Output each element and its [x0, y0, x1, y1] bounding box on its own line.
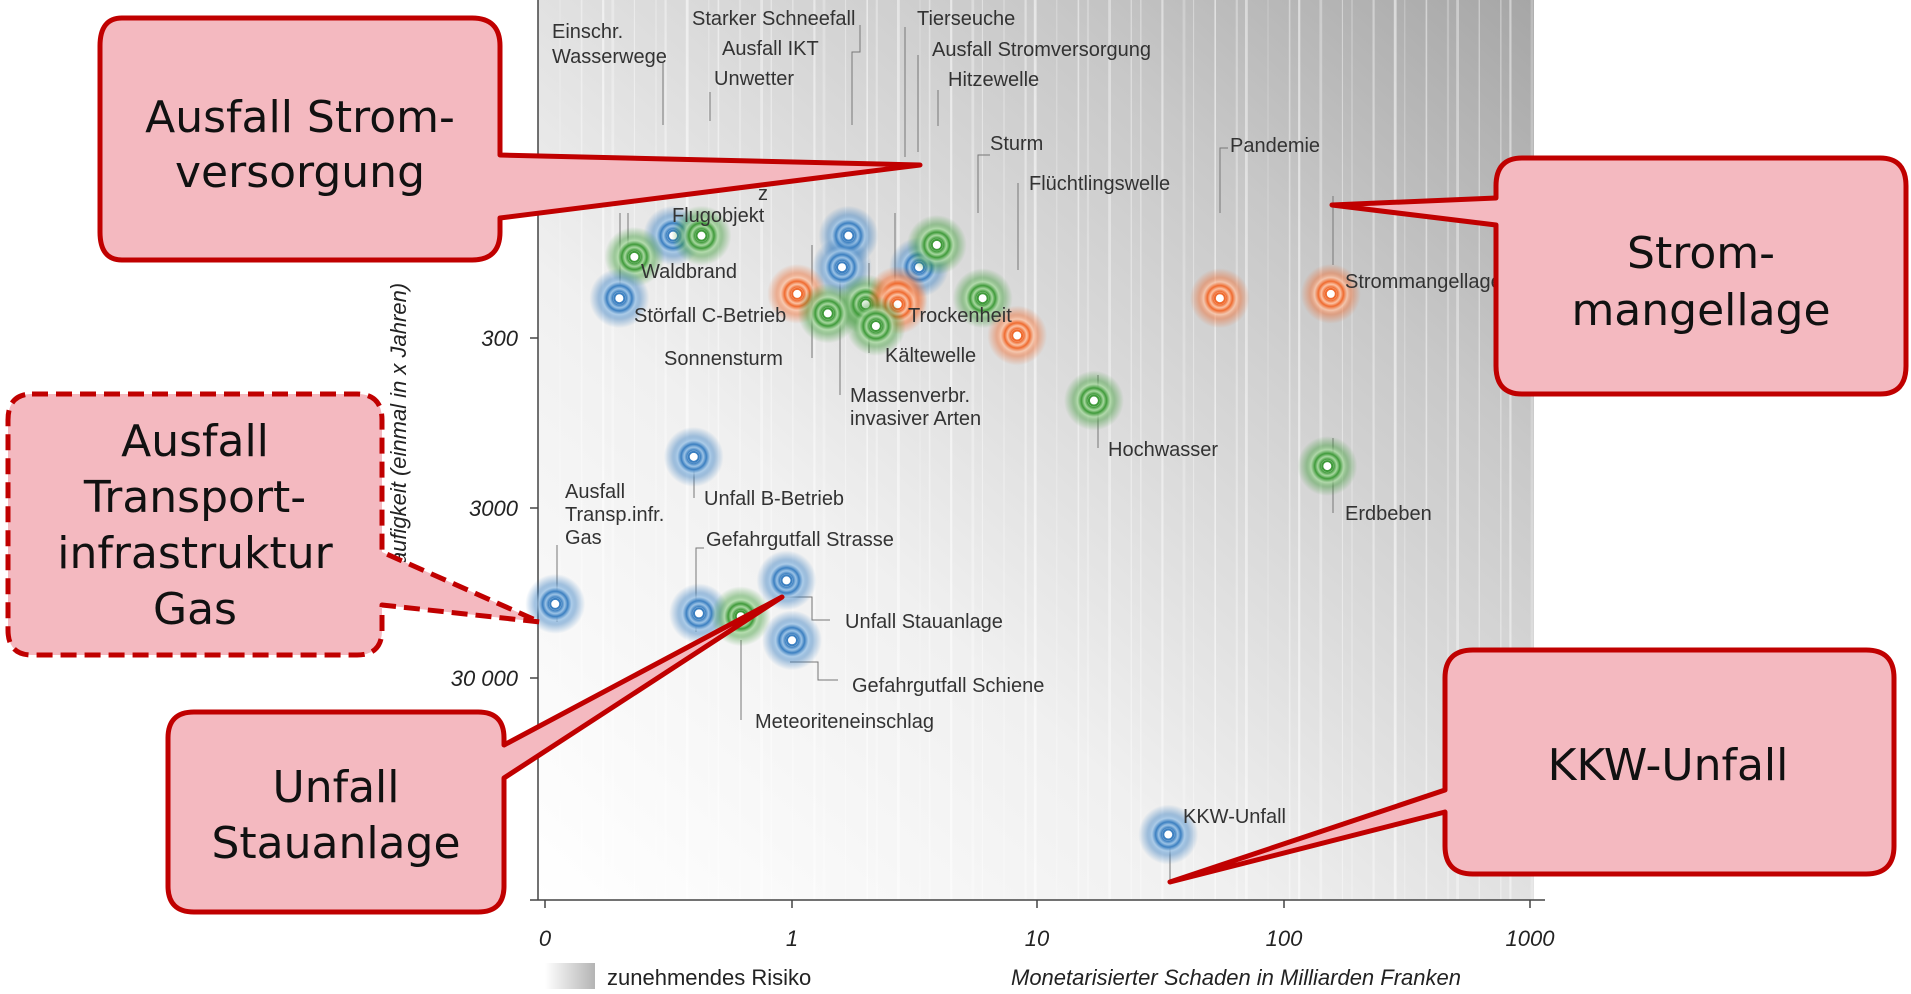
label-einschr-1: Einschr.	[552, 21, 623, 43]
x-tick-label: 1000	[1506, 926, 1556, 951]
label-flugobjekt-partial: z	[758, 183, 768, 205]
callout-kkw-unfall: KKW-Unfall	[1167, 647, 1897, 885]
label-starker-schneefall: Starker Schneefall	[692, 8, 855, 30]
callout-stau-line2: Stauanlage	[211, 818, 460, 869]
label-hitzewelle: Hitzewelle	[948, 69, 1039, 91]
point-center	[1321, 460, 1334, 473]
callout-ausfall-stromversorgung: Ausfall Strom- versorgung	[97, 15, 923, 263]
x-axis-title: Monetarisierter Schaden in Milliarden Fr…	[1011, 965, 1461, 990]
callout-strommangellage: Strom- mangellage	[1329, 155, 1909, 397]
label-unwetter: Unwetter	[714, 68, 794, 90]
point-center	[613, 292, 626, 305]
point-center	[1011, 329, 1024, 342]
label-massen-2: invasiver Arten	[850, 408, 981, 430]
label-ausfall-strom: Ausfall Stromversorgung	[932, 39, 1151, 61]
label-ausfall-ikt: Ausfall IKT	[722, 38, 819, 60]
callout-mangel-line1: Strom-	[1627, 228, 1775, 279]
point-center	[821, 307, 834, 320]
callout-gas-line1: Ausfall	[121, 416, 269, 467]
x-tick-label: 0	[539, 926, 552, 951]
label-stoerfall: Störfall C-Betrieb	[634, 305, 786, 327]
point-center	[930, 238, 943, 251]
point-center	[780, 574, 793, 587]
label-tierseuche: Tierseuche	[917, 8, 1015, 30]
data-points	[525, 205, 1361, 865]
callout-strom-line1: Ausfall Strom-	[145, 92, 455, 143]
callout-stau-line1: Unfall	[273, 762, 400, 813]
x-axis-ticks: 0 1 10 100 1000	[539, 900, 1555, 951]
point-center	[836, 261, 849, 274]
label-gas-3: Gas	[565, 527, 602, 549]
callout-gas-line3: infrastruktur	[57, 528, 333, 579]
label-kaeltewelle: Kältewelle	[885, 345, 976, 367]
callout-strom-line2: versorgung	[175, 147, 425, 198]
label-sonnensturm: Sonnensturm	[664, 348, 783, 370]
point-center	[1087, 394, 1100, 407]
label-unfall-stau: Unfall Stauanlage	[845, 611, 1003, 633]
callout-kkw-text: KKW-Unfall	[1548, 740, 1789, 791]
label-waldbrand: Waldbrand	[641, 261, 737, 283]
x-tick-label: 1	[786, 926, 798, 951]
point-center	[549, 597, 562, 610]
x-tick-label: 10	[1025, 926, 1050, 951]
x-tick-label: 100	[1266, 926, 1303, 951]
label-pandemie: Pandemie	[1230, 135, 1320, 157]
y-tick-label: 300	[481, 326, 518, 351]
label-hochwasser: Hochwasser	[1108, 439, 1218, 461]
y-tick-label: 30 000	[451, 666, 519, 691]
point-center	[692, 607, 705, 620]
point-center	[869, 320, 882, 333]
point-center	[976, 292, 989, 305]
label-kkw: KKW-Unfall	[1183, 806, 1286, 828]
label-fluechtlingswelle: Flüchtlingswelle	[1029, 173, 1170, 195]
label-gas-1: Ausfall	[565, 481, 625, 503]
point-center	[1324, 287, 1337, 300]
label-gas-2: Transp.infr.	[565, 504, 664, 526]
point-labels: Starker Schneefall Tierseuche Einschr. W…	[552, 8, 1502, 828]
callout-unfall-stauanlage: Unfall Stauanlage	[165, 594, 785, 915]
label-einschr-2: Wasserwege	[552, 46, 667, 68]
label-trockenheit: Trockenheit	[908, 305, 1012, 327]
label-meteorit: Meteoriteneinschlag	[755, 711, 934, 733]
y-tick-label: 3000	[469, 496, 519, 521]
point-center	[628, 250, 641, 263]
label-gefahrgut-strasse: Gefahrgutfall Strasse	[706, 529, 894, 551]
label-flugobjekt: Flugobjekt	[672, 205, 765, 227]
y-axis-ticks: 300 3000 30 000	[451, 326, 538, 691]
callout-mangel-line2: mangellage	[1571, 285, 1830, 336]
label-sturm: Sturm	[990, 133, 1043, 155]
label-gefahrgut-schiene: Gefahrgutfall Schiene	[852, 675, 1044, 697]
callout-gas-line4: Gas	[153, 584, 237, 635]
label-erdbeben: Erdbeben	[1345, 503, 1432, 525]
risk-legend-swatch	[545, 963, 595, 989]
y-axis-title: Häufigkeit (einmal in x Jahren)	[386, 283, 411, 580]
label-unfall-b: Unfall B-Betrieb	[704, 488, 844, 510]
label-strommangellage: Strommangellage	[1345, 271, 1502, 293]
point-center	[1213, 292, 1226, 305]
point-center	[1162, 828, 1175, 841]
callout-gas-line2: Transport-	[83, 472, 306, 523]
risk-legend-label: zunehmendes Risiko	[607, 965, 811, 990]
callout-ausfall-transportinfrastruktur-gas: Ausfall Transport- infrastruktur Gas	[5, 391, 543, 658]
label-massen-1: Massenverbr.	[850, 385, 970, 407]
point-center	[687, 450, 700, 463]
point-center	[791, 287, 804, 300]
point-center	[786, 634, 798, 647]
point-center	[695, 229, 708, 242]
